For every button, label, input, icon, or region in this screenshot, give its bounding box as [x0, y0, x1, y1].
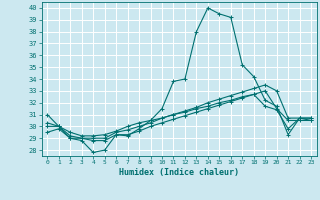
X-axis label: Humidex (Indice chaleur): Humidex (Indice chaleur) [119, 168, 239, 177]
